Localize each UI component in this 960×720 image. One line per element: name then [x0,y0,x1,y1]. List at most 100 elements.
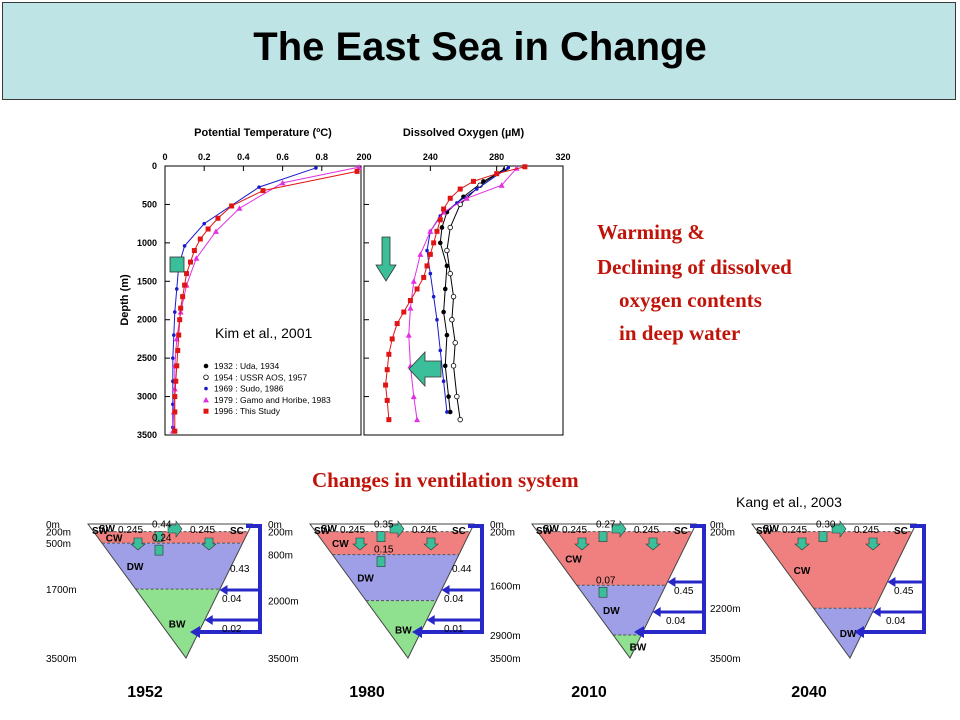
down-arrow-icon [574,537,590,551]
data-point [197,236,203,242]
data-point [437,217,443,223]
data-point [174,287,179,291]
data-point [172,394,178,400]
data-point [444,263,450,269]
interface-arrow-icon [818,531,828,542]
data-point [384,397,390,403]
down-arrow-icon [794,537,810,551]
flow-arrowhead-icon [634,626,644,638]
series-line [446,167,507,420]
data-point [441,309,446,315]
depth-label: 3500m [268,654,299,665]
data-point [445,410,449,414]
data-point [446,394,451,399]
data-point [405,332,412,338]
data-point [173,378,179,384]
down-arrow-icon [865,537,881,551]
surface-label: SC [894,526,908,537]
data-point [191,248,197,254]
inner-value: 0.27 [596,520,616,531]
data-point [447,270,453,277]
basin-outline [531,523,697,659]
depth-label: 2000m [268,597,299,608]
surface-label: SC [674,526,688,537]
layer-label: SW [763,524,780,535]
data-point [172,409,178,415]
interface-arrow-icon [376,556,386,567]
flow-arrowhead-icon [887,577,896,587]
data-point [427,228,434,234]
surface-value: 0.245 [118,525,143,536]
oxygen-xtick-label: 200 [356,152,371,162]
return-flow [864,524,926,634]
side-flow-value: 0.44 [452,564,472,575]
surface-label: SW [536,526,553,537]
layer-label: SW [543,524,560,535]
depth-label: 1600m [490,581,521,592]
data-point [410,278,417,284]
inner-value: 0.30 [816,520,836,531]
oxygen-xtick-label: 280 [489,152,504,162]
surface-value: 0.245 [412,525,437,536]
return-flow [422,524,484,634]
year-label: 1980 [349,684,385,701]
temperature-xtick-label: 0 [162,152,167,162]
surface-value: 0.245 [634,525,659,536]
year-label: 2040 [791,684,827,701]
depth-tick-label: 1000 [137,238,157,248]
data-point [173,310,177,314]
legend-entry: 1932 : Uda, 1934 [214,361,279,371]
data-point [441,206,447,212]
depth-label: 3500m [46,654,77,665]
surface-value: 0.245 [340,525,365,536]
data-point [407,305,414,311]
data-point [463,195,470,201]
year-label: 2010 [571,684,607,701]
oxygen-title: Dissolved Oxygen (µM) [403,127,525,139]
interface-arrow-icon [598,586,608,598]
right-arrow-icon [831,520,847,538]
depth-label: 0m [46,520,60,531]
layer-label: SW [321,524,338,535]
bullet-line-3: oxygen contents [619,288,762,312]
data-point [449,317,455,323]
layer-DW [102,543,243,590]
series-line [426,167,509,412]
layer-BW [135,589,220,658]
side-flow-value: 0.04 [222,594,242,605]
data-point [474,187,479,191]
data-point [439,225,445,230]
data-point [494,171,500,177]
oxygen-xtick-label: 320 [555,152,570,162]
down-arrow-icon [352,537,368,551]
depth-label: 3500m [490,654,521,665]
data-point [184,271,190,277]
depth-tick-label: 500 [142,199,157,209]
side-flow-value: 0.02 [222,624,242,635]
data-point [187,259,193,265]
data-point [314,166,318,170]
depth-label: 0m [490,520,504,531]
side-flow-value: 0.04 [886,616,906,627]
layer-label: DW [357,574,374,585]
data-point [175,347,181,353]
data-point [421,274,427,280]
data-point [257,185,261,189]
data-point [454,393,460,400]
data-point [447,195,453,201]
surface-label: SC [452,526,466,537]
data-point [389,336,395,342]
down-arrow-icon [645,537,661,551]
data-point [180,294,186,300]
down-arrow-icon [423,537,439,551]
data-point [441,379,446,384]
right-arrow-icon [167,520,183,538]
data-point [410,393,417,400]
layer-label: CW [106,533,123,544]
data-point [506,165,511,170]
data-point [236,205,243,211]
